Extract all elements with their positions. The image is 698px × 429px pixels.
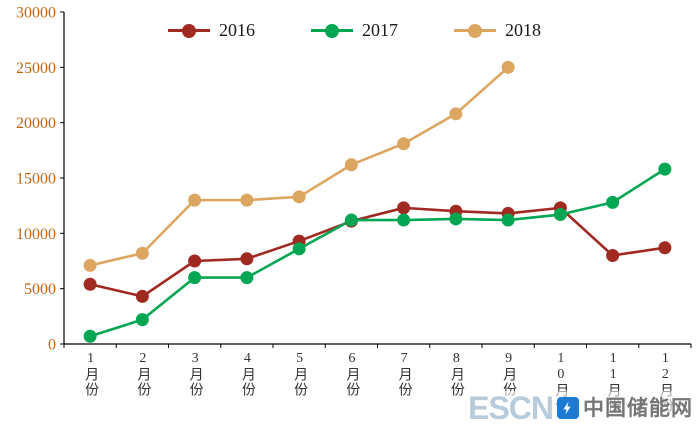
data-point-2018-5月份 — [292, 190, 306, 204]
legend-label: 2018 — [505, 20, 541, 40]
data-point-2018-6月份 — [344, 158, 358, 172]
data-point-2018-3月份 — [188, 193, 202, 207]
data-point-2017-7月份 — [397, 213, 411, 227]
data-point-2017-4月份 — [240, 271, 254, 285]
data-point-2018-1月份 — [83, 258, 97, 272]
data-point-2016-4月份 — [240, 252, 254, 266]
series-line-2017 — [88, 167, 667, 338]
y-axis-tick-label: 20000 — [16, 115, 56, 132]
data-point-2018-9月份 — [501, 60, 515, 74]
legend-marker-dot — [325, 23, 339, 38]
data-point-2016-2月份 — [135, 289, 149, 303]
y-axis-tick-label: 0 — [48, 337, 56, 354]
data-point-2017-1月份 — [83, 329, 97, 343]
data-point-2018-4月份 — [240, 193, 254, 207]
data-point-2017-10月份 — [553, 208, 567, 222]
legend-marker-dot — [182, 23, 196, 38]
y-axis-tick-label: 10000 — [16, 226, 56, 243]
data-point-2017-9月份 — [501, 213, 515, 227]
data-point-2017-3月份 — [188, 271, 202, 285]
data-point-2017-12月份 — [658, 162, 672, 176]
data-point-2018-8月份 — [449, 107, 463, 121]
legend-line-sample — [311, 23, 353, 38]
data-point-2018-7月份 — [397, 137, 411, 151]
data-point-2016-7月份 — [397, 201, 411, 215]
escn-logo-icon — [557, 397, 579, 419]
data-point-2017-8月份 — [449, 212, 463, 226]
legend-item-2017: 2017 — [311, 20, 398, 41]
legend-marker-dot — [468, 23, 482, 38]
data-point-2016-11月份 — [606, 248, 620, 262]
data-point-2017-11月份 — [606, 195, 620, 209]
watermark: ESCN 中国储能网 — [465, 391, 696, 425]
data-point-2017-6月份 — [344, 213, 358, 227]
legend-item-2016: 2016 — [168, 20, 255, 41]
legend-label: 2016 — [219, 20, 255, 40]
y-axis-tick-label: 15000 — [16, 171, 56, 188]
data-point-2017-5月份 — [292, 242, 306, 256]
legend-line-sample — [454, 23, 496, 38]
legend-line-sample — [168, 23, 210, 38]
y-axis-tick-label: 25000 — [16, 60, 56, 77]
legend-label: 2017 — [362, 20, 398, 40]
watermark-site-name: 中国储能网 — [583, 396, 693, 420]
data-point-2016-1月份 — [83, 277, 97, 291]
y-axis-tick-label: 5000 — [24, 281, 56, 298]
data-point-2018-2月份 — [135, 246, 149, 260]
data-point-2017-2月份 — [135, 313, 149, 327]
data-point-2016-12月份 — [658, 241, 672, 255]
legend-item-2018: 2018 — [454, 20, 541, 41]
series-line-2016 — [88, 206, 667, 298]
y-axis-tick-label: 30000 — [16, 5, 56, 22]
data-point-2016-3月份 — [188, 254, 202, 268]
chart-legend: 2016 2017 2018 — [168, 20, 541, 41]
escn-logo-text: ESCN — [468, 390, 554, 426]
